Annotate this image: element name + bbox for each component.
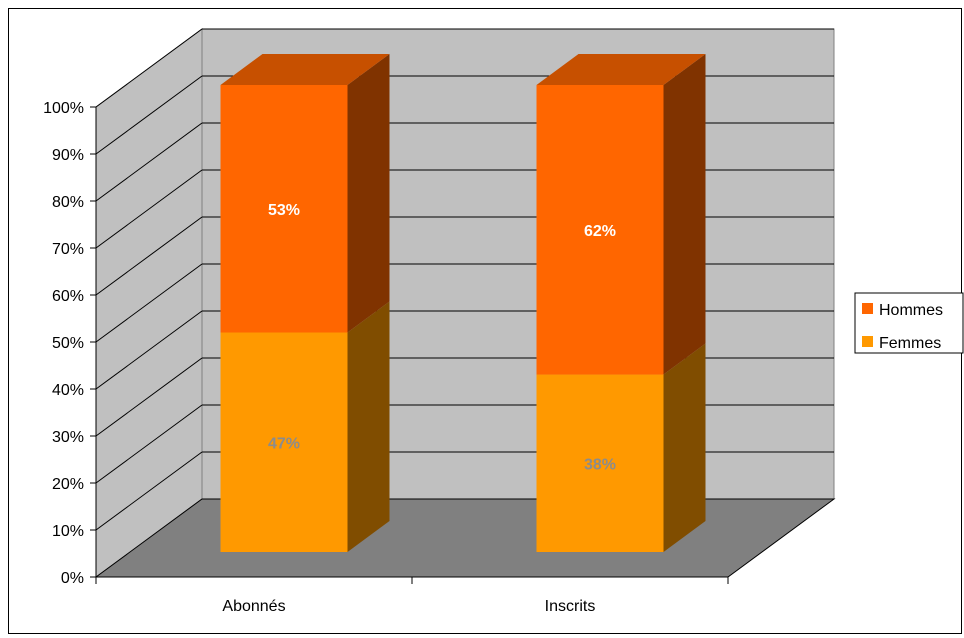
bars bbox=[220, 54, 706, 552]
floor bbox=[94, 498, 836, 578]
x-category-label: Inscrits bbox=[545, 598, 596, 615]
data-labels: 47% 53% 38% 62% bbox=[268, 202, 616, 474]
gridline-side bbox=[95, 451, 203, 531]
y-tick-label: 40% bbox=[52, 382, 84, 399]
gridline-side bbox=[95, 122, 203, 202]
bar-side-face bbox=[347, 54, 390, 333]
y-tick-label: 100% bbox=[43, 100, 84, 117]
y-tick-label: 90% bbox=[52, 147, 84, 164]
y-tick-label: 60% bbox=[52, 288, 84, 305]
legend-swatch bbox=[862, 303, 873, 314]
x-category-label: Abonnés bbox=[222, 598, 285, 615]
y-tick-label: 70% bbox=[52, 241, 84, 258]
y-tick-label: 50% bbox=[52, 335, 84, 352]
bar-top-face bbox=[536, 54, 706, 85]
gridline-side bbox=[95, 263, 203, 343]
bar-side-face bbox=[663, 343, 706, 552]
y-tick-label: 20% bbox=[52, 476, 84, 493]
gridline-side bbox=[95, 310, 203, 390]
legend: Hommes Femmes bbox=[854, 292, 964, 354]
chart-walls bbox=[94, 28, 836, 578]
y-tick-label: 80% bbox=[52, 194, 84, 211]
bar-side-face bbox=[347, 301, 390, 552]
bar-top-face bbox=[220, 54, 390, 85]
y-tick-label: 0% bbox=[61, 570, 84, 587]
legend-label: Femmes bbox=[879, 335, 941, 352]
bar-side-face bbox=[663, 54, 706, 375]
gridline-side bbox=[95, 28, 203, 108]
data-label: 62% bbox=[584, 223, 616, 240]
bar-segment bbox=[536, 85, 664, 375]
data-label: 53% bbox=[268, 202, 300, 219]
gridline-side bbox=[95, 169, 203, 249]
x-axis-categories: Abonnés Inscrits bbox=[95, 577, 729, 615]
data-label: 38% bbox=[584, 456, 616, 473]
data-label: 47% bbox=[268, 435, 300, 452]
gridline-side bbox=[95, 216, 203, 296]
bar-segment bbox=[536, 374, 664, 552]
legend-swatch bbox=[862, 336, 873, 347]
y-tick-label: 30% bbox=[52, 429, 84, 446]
gridline-side bbox=[95, 404, 203, 484]
gridline-side bbox=[95, 75, 203, 155]
y-axis-ticks: 0% 10% 20% 30% 40% 50% 60% 70% 80% 90% 100% bbox=[43, 100, 96, 587]
bar-segment bbox=[220, 332, 348, 552]
gridline-side bbox=[95, 357, 203, 437]
bar-segment bbox=[220, 85, 348, 333]
y-tick-label: 10% bbox=[52, 523, 84, 540]
legend-label: Hommes bbox=[879, 302, 943, 319]
